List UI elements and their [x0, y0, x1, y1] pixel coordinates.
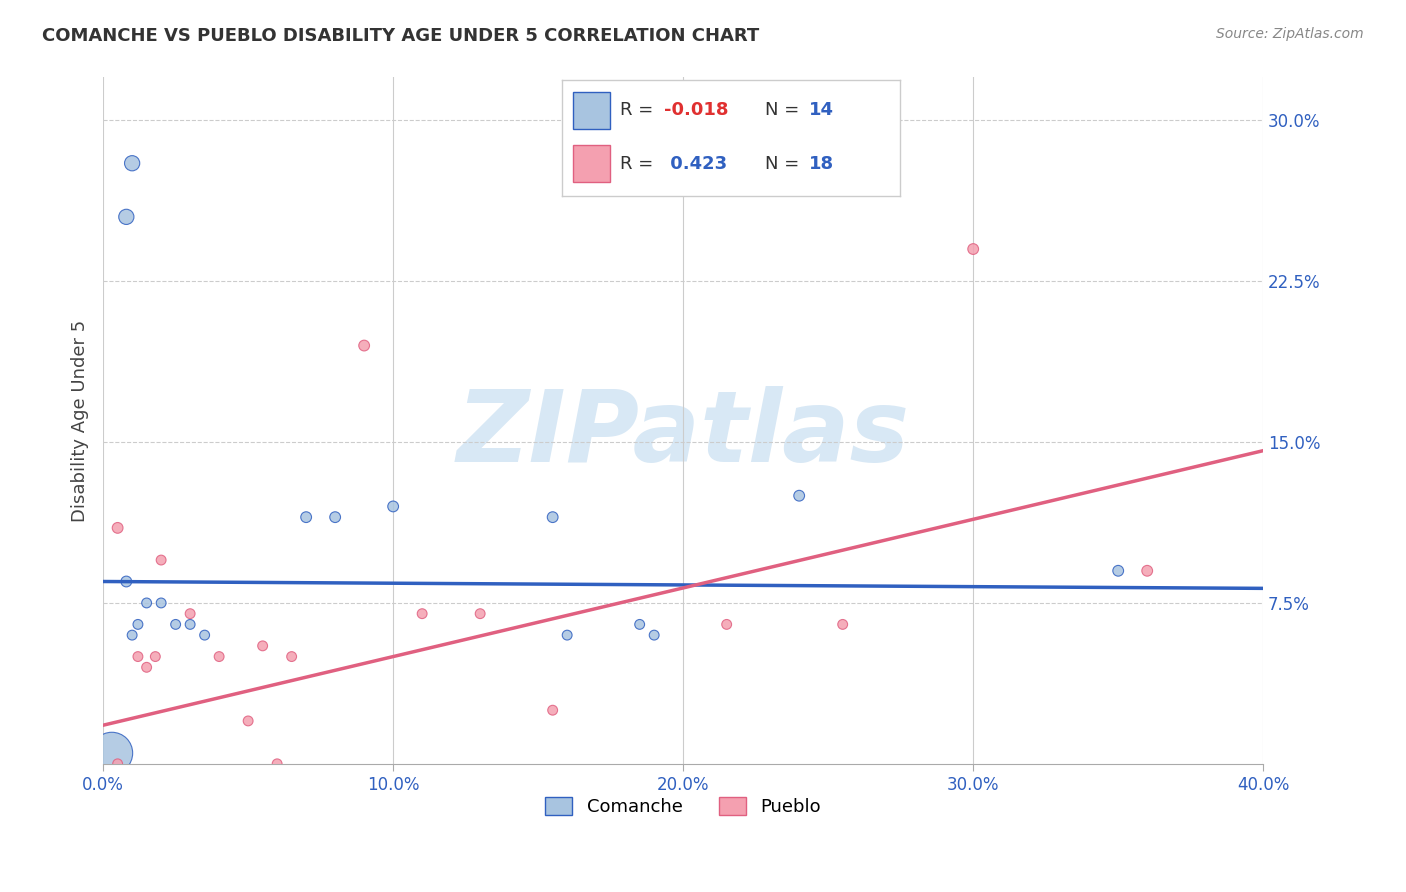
Point	[787, 489, 810, 503]
Point	[541, 510, 564, 524]
Point	[135, 660, 157, 674]
Point	[107, 521, 129, 535]
Legend: Comanche, Pueblo: Comanche, Pueblo	[538, 789, 828, 823]
Point	[470, 607, 492, 621]
Point	[165, 617, 187, 632]
Point	[1136, 564, 1159, 578]
Bar	[572, 145, 610, 182]
Point	[143, 649, 166, 664]
Y-axis label: Disability Age Under 5: Disability Age Under 5	[72, 319, 89, 522]
Point	[135, 596, 157, 610]
Point	[353, 338, 375, 352]
Point	[115, 210, 138, 224]
Point	[280, 649, 302, 664]
Point	[382, 500, 405, 514]
Text: 18: 18	[808, 155, 834, 173]
Point	[295, 510, 318, 524]
Point	[628, 617, 651, 632]
Point	[179, 607, 201, 621]
Text: N =: N =	[765, 102, 804, 120]
Text: ZIPatlas: ZIPatlas	[457, 386, 910, 483]
Point	[962, 242, 984, 256]
Point	[127, 617, 149, 632]
Point	[115, 574, 138, 589]
Point	[150, 553, 173, 567]
Text: COMANCHE VS PUEBLO DISABILITY AGE UNDER 5 CORRELATION CHART: COMANCHE VS PUEBLO DISABILITY AGE UNDER …	[42, 27, 759, 45]
Point	[121, 628, 143, 642]
Point	[716, 617, 738, 632]
Point	[101, 746, 124, 760]
Point	[831, 617, 853, 632]
Text: 0.423: 0.423	[664, 155, 727, 173]
Text: R =: R =	[620, 155, 659, 173]
Text: Source: ZipAtlas.com: Source: ZipAtlas.com	[1216, 27, 1364, 41]
Text: -0.018: -0.018	[664, 102, 728, 120]
Point	[179, 617, 201, 632]
Point	[541, 703, 564, 717]
Point	[411, 607, 433, 621]
Point	[236, 714, 259, 728]
Point	[1107, 564, 1129, 578]
Point	[107, 756, 129, 771]
Point	[266, 756, 288, 771]
Point	[150, 596, 173, 610]
Point	[643, 628, 665, 642]
Point	[121, 156, 143, 170]
Text: 14: 14	[808, 102, 834, 120]
Point	[252, 639, 274, 653]
Point	[555, 628, 578, 642]
Bar	[572, 92, 610, 129]
Point	[208, 649, 231, 664]
Point	[323, 510, 346, 524]
Point	[127, 649, 149, 664]
Text: R =: R =	[620, 102, 659, 120]
Text: N =: N =	[765, 155, 804, 173]
Point	[194, 628, 217, 642]
